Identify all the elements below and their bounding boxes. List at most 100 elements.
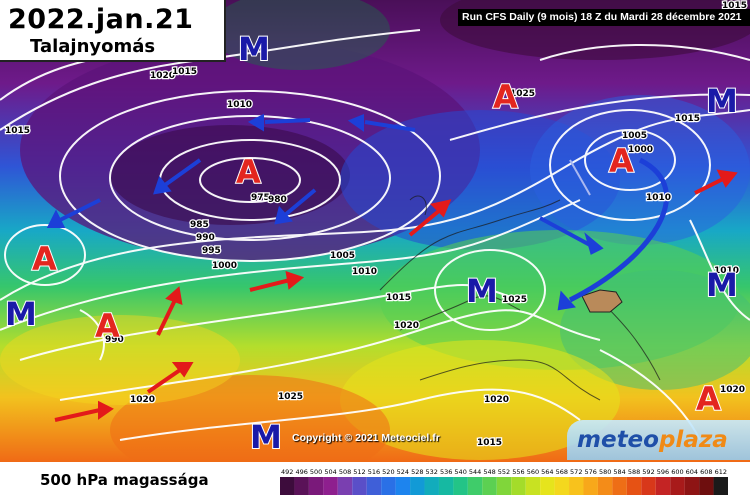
pressure-map: 1015 1020 1015 1010 1015 990 985 990 995… <box>0 0 750 462</box>
isobar-label: 1020 <box>150 71 175 81</box>
legend-tick-label: 568 <box>556 468 568 476</box>
isobar-label: 980 <box>268 195 287 205</box>
legend-tick-label: 532 <box>426 468 438 476</box>
legend-tick-label: 608 <box>700 468 712 476</box>
high-pressure-center: A <box>95 307 120 345</box>
isobar-label: 1010 <box>646 193 671 203</box>
high-pressure-center: A <box>696 380 721 418</box>
legend-tick-label: 520 <box>382 468 394 476</box>
high-pressure-center: A <box>609 142 634 180</box>
isobar-label: 1025 <box>278 392 303 402</box>
legend-tick-label: 556 <box>512 468 524 476</box>
legend-tick-label: 592 <box>642 468 654 476</box>
isobar-label: 995 <box>202 246 221 256</box>
model-run-info: Run CFS Daily (9 mois) 18 Z du Mardi 28 … <box>458 9 750 26</box>
logo-part-meteo: meteo <box>577 427 659 453</box>
legend-tick-label: 516 <box>368 468 380 476</box>
isobar-label: 1020 <box>720 385 745 395</box>
legend-swatch <box>713 477 728 495</box>
isobar-label: 1015 <box>5 126 30 136</box>
legend-swatch <box>641 477 656 495</box>
isobar-label: 1020 <box>394 321 419 331</box>
legend-tick-label: 548 <box>483 468 495 476</box>
legend-swatch <box>626 477 642 495</box>
legend-swatch <box>467 477 483 495</box>
legend-swatch <box>308 477 324 495</box>
legend-tick-label: 588 <box>628 468 640 476</box>
isobar-label: 1020 <box>484 395 509 405</box>
legend-swatch <box>294 477 309 495</box>
legend-tick-label: 524 <box>397 468 409 476</box>
low-pressure-center: M <box>238 30 270 68</box>
legend-tick-label: 540 <box>454 468 466 476</box>
legend-swatch <box>410 477 425 495</box>
isobar-label: 1015 <box>172 67 197 77</box>
title-box: 2022.jan.21 Talajnyomás <box>0 0 226 62</box>
high-pressure-center: A <box>493 78 518 116</box>
legend-swatch <box>438 477 454 495</box>
isobar-label: 1010 <box>352 267 377 277</box>
legend-swatch <box>511 477 526 495</box>
high-pressure-center: A <box>32 240 57 278</box>
legend-tick-label: 560 <box>527 468 539 476</box>
legend-tick-label: 576 <box>584 468 596 476</box>
low-pressure-center: M <box>706 82 738 120</box>
legend-tick-label: 612 <box>715 468 727 476</box>
legend-swatch <box>670 477 685 495</box>
copyright-text: Copyright © 2021 Meteociel.fr <box>292 432 440 444</box>
legend-swatch <box>352 477 367 495</box>
legend-swatch <box>612 477 627 495</box>
legend-tick-label: 544 <box>469 468 481 476</box>
low-pressure-center: M <box>250 418 282 456</box>
legend-swatch <box>569 477 584 495</box>
legend-swatch <box>453 477 468 495</box>
legend-tick-label: 500 <box>310 468 322 476</box>
isobar-label: 1015 <box>386 293 411 303</box>
legend-swatch <box>496 477 512 495</box>
isobar-label: 1025 <box>510 89 535 99</box>
meteoplaza-logo: meteo plaza <box>567 420 750 460</box>
legend-swatch <box>424 477 439 495</box>
legend-swatch <box>366 477 382 495</box>
legend-swatch <box>337 477 353 495</box>
low-pressure-center: M <box>706 266 738 304</box>
legend-tick-label: 508 <box>339 468 351 476</box>
legend-tick-label: 564 <box>541 468 553 476</box>
isobar-label: 985 <box>190 220 209 230</box>
isobar-label: 1005 <box>622 131 647 141</box>
legend-swatch <box>395 477 411 495</box>
legend-tick-label: 536 <box>440 468 452 476</box>
legend-tick-label: 580 <box>599 468 611 476</box>
legend-tick-label: 512 <box>353 468 365 476</box>
isobar-label: 1015 <box>675 114 700 124</box>
legend-tick-label: 504 <box>324 468 336 476</box>
legend-tick-label: 572 <box>570 468 582 476</box>
hungary-highlight <box>581 289 623 313</box>
isobar-label: 1015 <box>477 438 502 448</box>
isobar-label: 990 <box>196 233 215 243</box>
isobar-label: 990 <box>105 335 124 345</box>
isobar-label: 1005 <box>330 251 355 261</box>
legend-swatch <box>554 477 570 495</box>
color-scale: 492 496 500 504 508 512 516 520 524 528 532 536 540 5… <box>280 468 728 495</box>
isobar-label: 1025 <box>502 295 527 305</box>
legend-swatch <box>655 477 671 495</box>
legend-title: 500 hPa magassága <box>40 471 209 489</box>
legend-swatch <box>525 477 541 495</box>
legend-swatch <box>583 477 598 495</box>
isobar-label: 1010 <box>714 266 739 276</box>
legend-tick-label: 600 <box>671 468 683 476</box>
legend-swatch <box>280 477 295 495</box>
legend-swatch <box>381 477 396 495</box>
isobar-label: 1010 <box>227 100 252 110</box>
low-pressure-center: M <box>466 272 498 310</box>
legend-swatch <box>482 477 497 495</box>
isobar-label: 1020 <box>130 395 155 405</box>
legend-swatch <box>597 477 613 495</box>
low-pressure-center: M <box>5 295 37 333</box>
legend-swatch <box>540 477 555 495</box>
high-pressure-center: A <box>236 153 261 191</box>
legend-swatch <box>323 477 338 495</box>
legend-tick-label: 496 <box>295 468 307 476</box>
